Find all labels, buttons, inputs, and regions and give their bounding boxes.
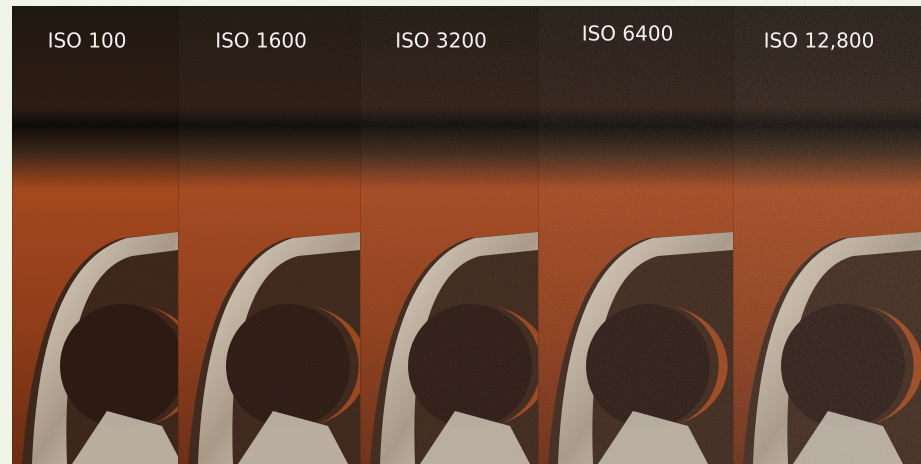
photo-panel [178,6,360,464]
iso-label: ISO 1600 [215,29,307,53]
iso-label: ISO 100 [48,29,127,53]
panels: ISO 100 ISO 1600 ISO 3200 ISO 6400 ISO 12,80… [12,6,921,464]
noise [538,6,733,464]
noise [178,6,360,464]
photo-panel [360,6,538,464]
noise [360,6,538,464]
photo-panel [733,6,921,464]
noise [12,6,178,464]
iso-label: ISO 12,800 [764,29,875,53]
photo-panel [12,6,178,464]
photo-panel [538,6,733,464]
noise [733,6,921,464]
iso-label: ISO 3200 [395,29,487,53]
iso-label: ISO 6400 [582,22,674,46]
